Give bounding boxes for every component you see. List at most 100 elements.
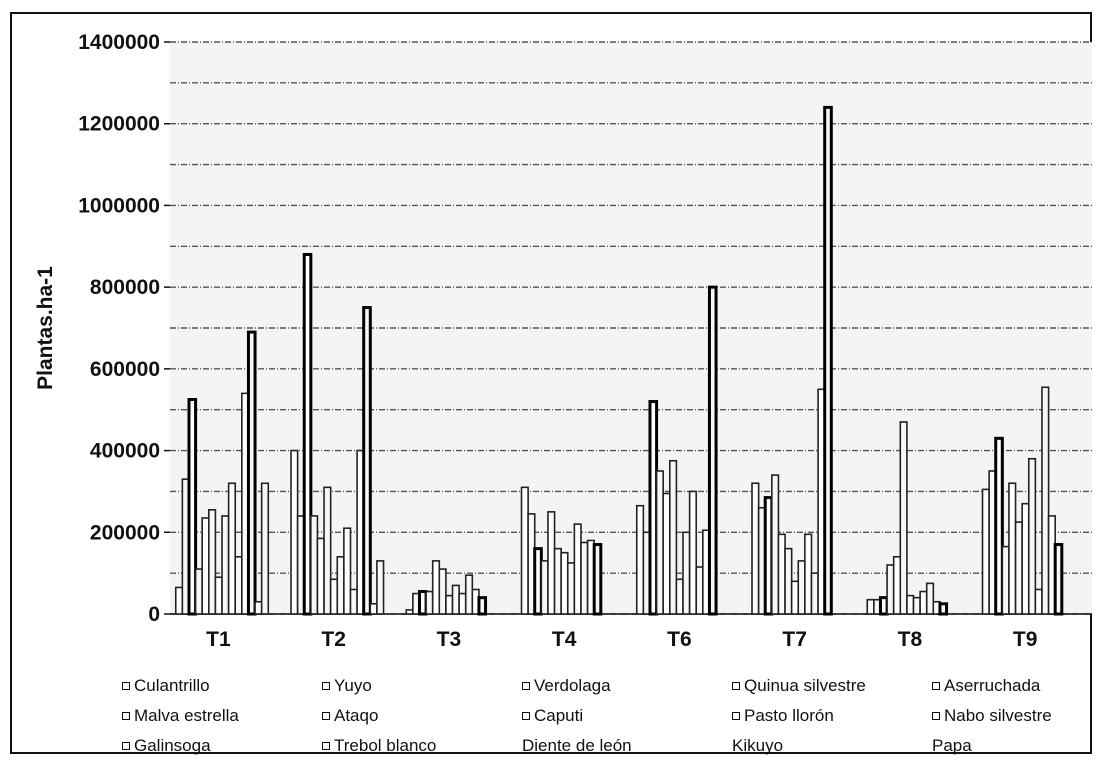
bar (707, 285, 718, 616)
bar (362, 306, 372, 616)
bar (310, 515, 319, 615)
bar (234, 555, 243, 615)
legend-swatch (322, 742, 330, 750)
bar (547, 511, 556, 615)
legend-label: Nabo silvestre (944, 706, 1052, 725)
bar (477, 596, 488, 616)
bar (553, 547, 562, 615)
bar (675, 578, 684, 615)
bar (981, 488, 990, 615)
bar (464, 574, 474, 615)
bar (246, 330, 257, 616)
bar (343, 527, 352, 615)
x-tick-label: T1 (206, 628, 231, 651)
bar (635, 504, 645, 615)
legend-item: Yuyo (322, 676, 372, 696)
bar (445, 594, 454, 615)
bar (290, 449, 299, 615)
bar (784, 547, 793, 615)
bar (316, 537, 325, 615)
legend-swatch (732, 712, 740, 720)
legend-label: Malva estrella (134, 706, 239, 725)
y-tick-label: 600000 (90, 358, 160, 381)
x-tick-label: T8 (898, 628, 923, 651)
bar (417, 590, 428, 616)
bar (682, 531, 691, 615)
bar (438, 568, 447, 615)
bar (260, 482, 270, 615)
legend-item: Diente de león (522, 736, 632, 756)
bar (1014, 521, 1023, 615)
bar (751, 482, 760, 615)
bar (1021, 502, 1030, 615)
legend-item: Pasto llorón (732, 706, 834, 726)
legend-label: Aserruchada (944, 676, 1041, 695)
legend-label: Trebol blanco (334, 736, 437, 755)
y-tick-label: 200000 (90, 521, 160, 544)
bar (580, 541, 589, 615)
bar (1008, 482, 1017, 615)
legend-label: Culantrillo (134, 676, 210, 695)
legend-label: Ataqo (334, 706, 379, 725)
bar (187, 398, 198, 616)
legend-item: Quinua silvestre (732, 676, 866, 696)
bar (520, 486, 529, 615)
bar (688, 490, 698, 615)
bar (329, 578, 339, 615)
legend-item: Aserruchada (932, 676, 1040, 696)
x-tick-label: T3 (437, 628, 462, 651)
chart-frame: 0 200000 400000 600000 800000 1000000 1200000 1… (10, 12, 1092, 756)
legend-label: Caputi (534, 706, 584, 725)
bar (560, 551, 569, 615)
bar (797, 560, 806, 615)
bar (648, 400, 659, 616)
bar (1001, 545, 1010, 615)
bar (336, 555, 345, 615)
bar (540, 560, 549, 615)
legend-swatch (322, 682, 330, 690)
bar (938, 602, 949, 616)
legend-swatch (122, 712, 130, 720)
legend-swatch (522, 712, 530, 720)
bar (810, 572, 819, 615)
legend-label: Kikuyo (732, 736, 784, 755)
legend-label: Pasto llorón (744, 706, 834, 725)
bar (1034, 588, 1043, 615)
bar (994, 436, 1004, 616)
bar (458, 592, 467, 615)
bar (925, 582, 935, 615)
bar (349, 588, 358, 615)
bar (214, 576, 223, 615)
bar (254, 600, 263, 615)
bar (573, 523, 582, 615)
bar (695, 566, 704, 615)
legend-item: Trebol blanco (322, 736, 436, 756)
bar (1041, 386, 1050, 615)
bar (919, 590, 928, 615)
bar (592, 543, 603, 616)
legend-swatch (122, 682, 130, 690)
y-axis-label: Plantas.ha-1 (34, 266, 57, 390)
x-tick-label: T6 (667, 628, 692, 651)
bar (405, 609, 414, 615)
x-tick-label: T7 (782, 628, 807, 651)
legend-swatch (322, 712, 330, 720)
legend-label: Quinua silvestre (744, 676, 866, 695)
y-tick-label: 0 (148, 603, 160, 626)
bar (302, 252, 313, 616)
y-tick-label: 800000 (90, 276, 160, 299)
legend-swatch (522, 682, 530, 690)
legend-label: Papa (932, 736, 972, 755)
bar (201, 517, 210, 615)
bar (804, 533, 813, 615)
bar (669, 459, 678, 615)
legend-label: Yuyo (334, 676, 372, 695)
bar (790, 580, 800, 615)
bar (655, 470, 664, 615)
bar (174, 586, 184, 615)
legend-label: Verdolaga (534, 676, 611, 695)
bar (1053, 543, 1064, 616)
legend-item: Ataqo (322, 706, 378, 726)
chart-svg: 0 200000 400000 600000 800000 1000000 1200000 1… (34, 31, 1092, 651)
bar (1027, 457, 1037, 615)
